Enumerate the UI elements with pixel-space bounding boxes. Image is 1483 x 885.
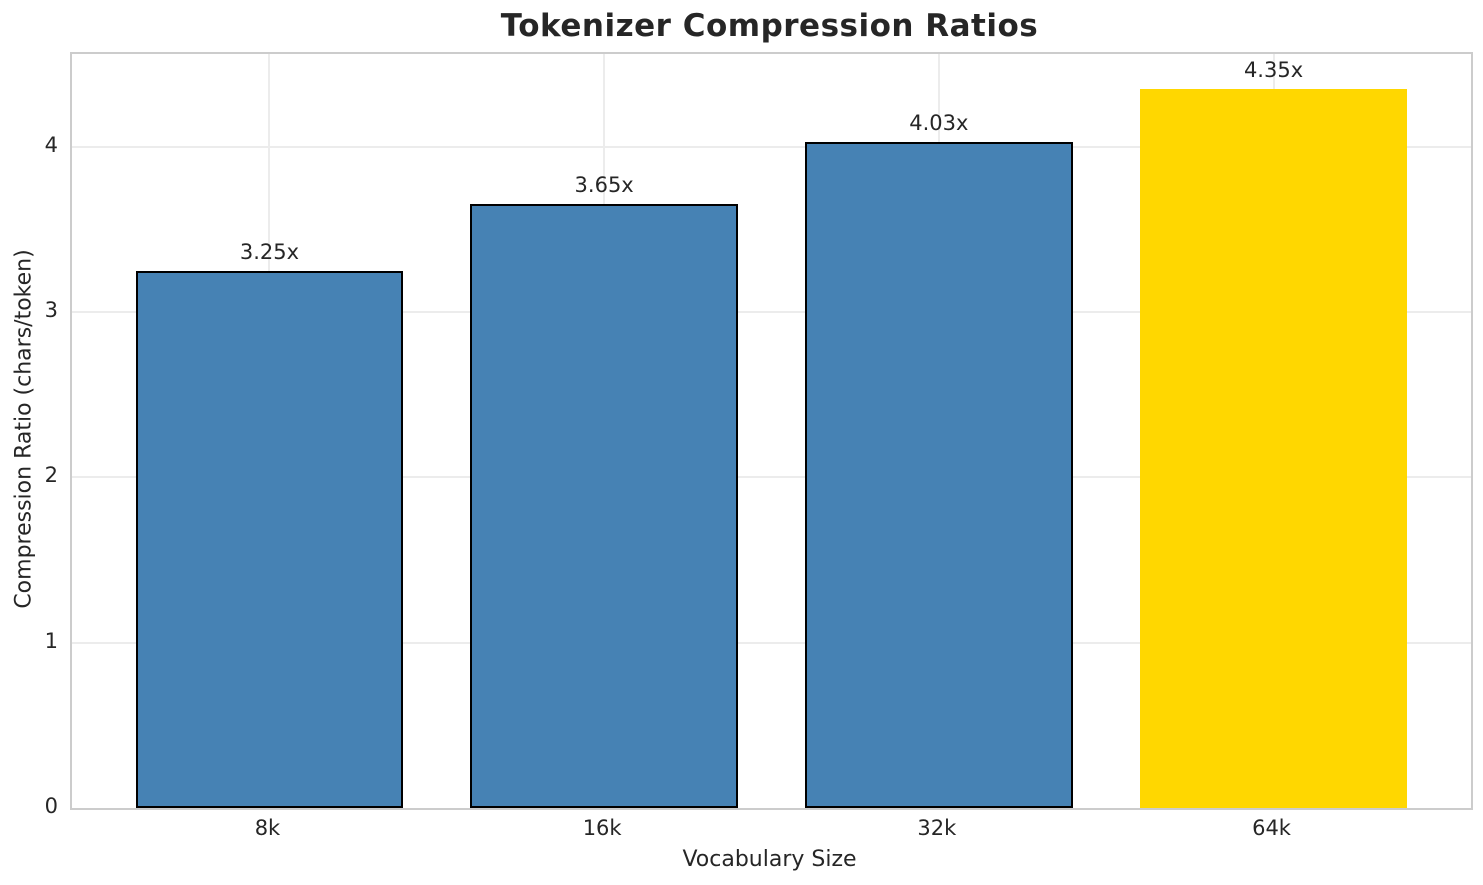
chart-title: Tokenizer Compression Ratios	[500, 8, 1039, 44]
plot-area: 3.25x 3.65x 4.03x 4.35x	[70, 52, 1473, 810]
y-tick-label-2: 2	[44, 463, 58, 488]
bar-32k	[804, 141, 1073, 808]
x-tick-label-8k: 8k	[254, 816, 281, 840]
y-axis-label: Compression Ratio (chars/token)	[11, 249, 37, 609]
y-tick-label-0: 0	[44, 794, 58, 818]
bar-16k	[470, 204, 739, 808]
bar-64k	[1139, 88, 1408, 808]
gridline-h-1	[72, 641, 1471, 644]
y-tick-label-4: 4	[44, 132, 58, 157]
bar-value-label-8k: 3.25x	[239, 239, 300, 264]
bar-value-label-32k: 4.03x	[909, 110, 969, 135]
gridline-h-2	[72, 476, 1471, 479]
y-tick-label-1: 1	[44, 628, 58, 653]
gridline-h-3	[72, 310, 1471, 313]
x-tick-label-16k: 16k	[582, 816, 622, 840]
bar-8k	[135, 270, 404, 808]
gridline-h-4	[72, 145, 1471, 148]
x-axis-label: Vocabulary Size	[682, 847, 857, 872]
x-tick-label-64k: 64k	[1252, 816, 1291, 840]
x-tick-label-32k: 32k	[917, 816, 957, 840]
bar-value-label-64k: 4.35x	[1243, 57, 1304, 82]
y-tick-label-3: 3	[44, 297, 58, 322]
bar-value-label-16k: 3.65x	[574, 173, 634, 198]
